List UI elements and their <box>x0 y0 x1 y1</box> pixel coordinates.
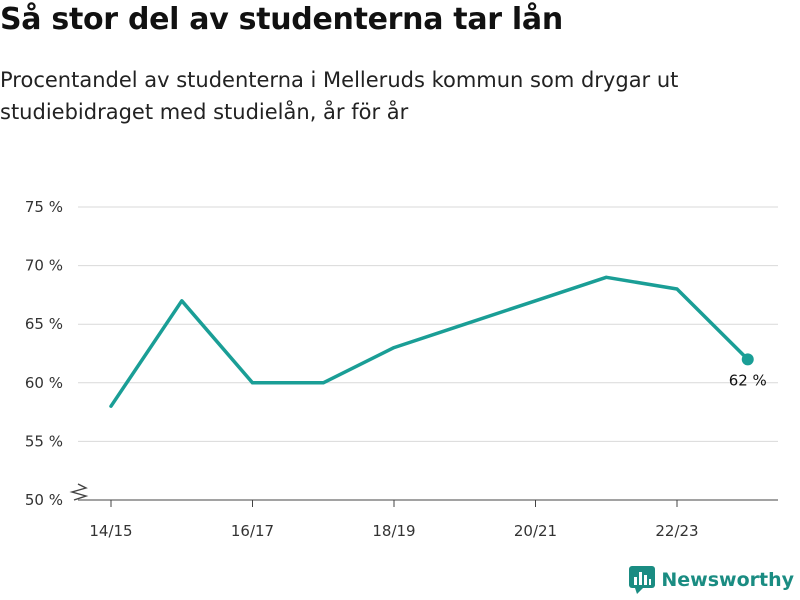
series-line <box>109 275 750 408</box>
y-tick-label: 65 % <box>25 315 63 333</box>
brand-name: Newsworthy <box>661 569 794 591</box>
last-point-label: 62 % <box>729 371 767 389</box>
y-tick-label: 50 % <box>25 491 63 509</box>
x-tick-label: 20/21 <box>514 522 557 540</box>
chart-subtitle: Procentandel av studenterna i Melleruds … <box>0 68 679 124</box>
last-point-marker <box>741 353 754 366</box>
x-tick-label: 18/19 <box>372 522 415 540</box>
y-tick-label: 70 % <box>25 257 63 275</box>
chart-title: Så stor del av studenterna tar lån <box>0 2 563 37</box>
brand-logo[interactable]: Newsworthy <box>629 566 794 594</box>
x-tick-label: 16/17 <box>231 522 274 540</box>
y-axis-break-icon <box>69 483 89 501</box>
x-tick-label: 22/23 <box>655 522 698 540</box>
y-tick-label: 55 % <box>25 432 63 450</box>
x-tick-label: 14/15 <box>89 522 132 540</box>
y-tick-label: 75 % <box>25 198 63 216</box>
bar-chart-speech-bubble-icon <box>629 566 656 594</box>
y-tick-label: 60 % <box>25 374 63 392</box>
